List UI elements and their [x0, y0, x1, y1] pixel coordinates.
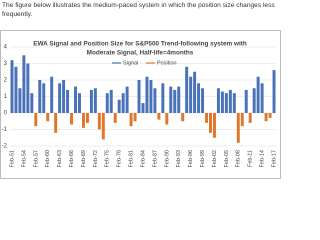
chart-title: Moderate Signal, Half-life=4months	[87, 50, 194, 57]
x-tick-label: Feb-63	[57, 150, 63, 167]
x-tick-label: Feb-81	[129, 150, 135, 167]
x-tick-label: Feb-05	[224, 150, 230, 167]
y-tick-label: -2	[2, 144, 8, 150]
chart-title: EWA Signal and Position Size for S&P500 …	[33, 41, 247, 48]
x-tick-label: Feb-99	[200, 150, 206, 167]
x-tick-label: Feb-72	[93, 150, 99, 167]
x-tick-label: Feb-84	[140, 150, 146, 167]
intro-text: The figure below illustrates the medium-…	[2, 2, 275, 18]
x-tick-label: Feb-75	[105, 150, 111, 167]
x-tick-label: Feb-66	[69, 150, 75, 167]
x-tick-label: Feb-17	[271, 150, 277, 167]
chart: -2 -1 0 1 2 3 4 EWA Signal and Position Size fo…	[0, 30, 281, 179]
legend-label: Signal	[123, 60, 138, 66]
x-tick-label: Feb-02	[212, 150, 218, 167]
x-tick-label: Feb-14	[260, 150, 266, 167]
x-tick-label: Feb-90	[164, 150, 170, 167]
x-tick-label: Feb-60	[45, 150, 51, 167]
y-tick-label: 4	[4, 45, 8, 51]
y-tick-label: 0	[4, 111, 8, 117]
y-tick-label: 1	[4, 94, 8, 100]
y-tick-label: 2	[4, 78, 8, 84]
x-tick-label: Feb-93	[176, 150, 182, 167]
x-tick-label: Feb-69	[81, 150, 87, 167]
x-tick-label: Feb-87	[152, 150, 158, 167]
y-tick-label: -1	[2, 127, 8, 133]
x-tick-label: Feb-57	[33, 150, 39, 167]
x-tick-label: Feb-78	[117, 150, 123, 167]
legend-label: Position	[157, 60, 177, 66]
x-tick-label: Feb-51	[9, 150, 15, 167]
x-tick-label: Feb-11	[248, 150, 254, 167]
x-tick-label: Feb-96	[188, 150, 194, 167]
y-tick-label: 3	[4, 61, 8, 67]
page: The figure below illustrates the medium-…	[0, 0, 281, 179]
x-tick-label: Feb-54	[21, 150, 27, 167]
x-tick-label: Feb-08	[236, 150, 242, 167]
